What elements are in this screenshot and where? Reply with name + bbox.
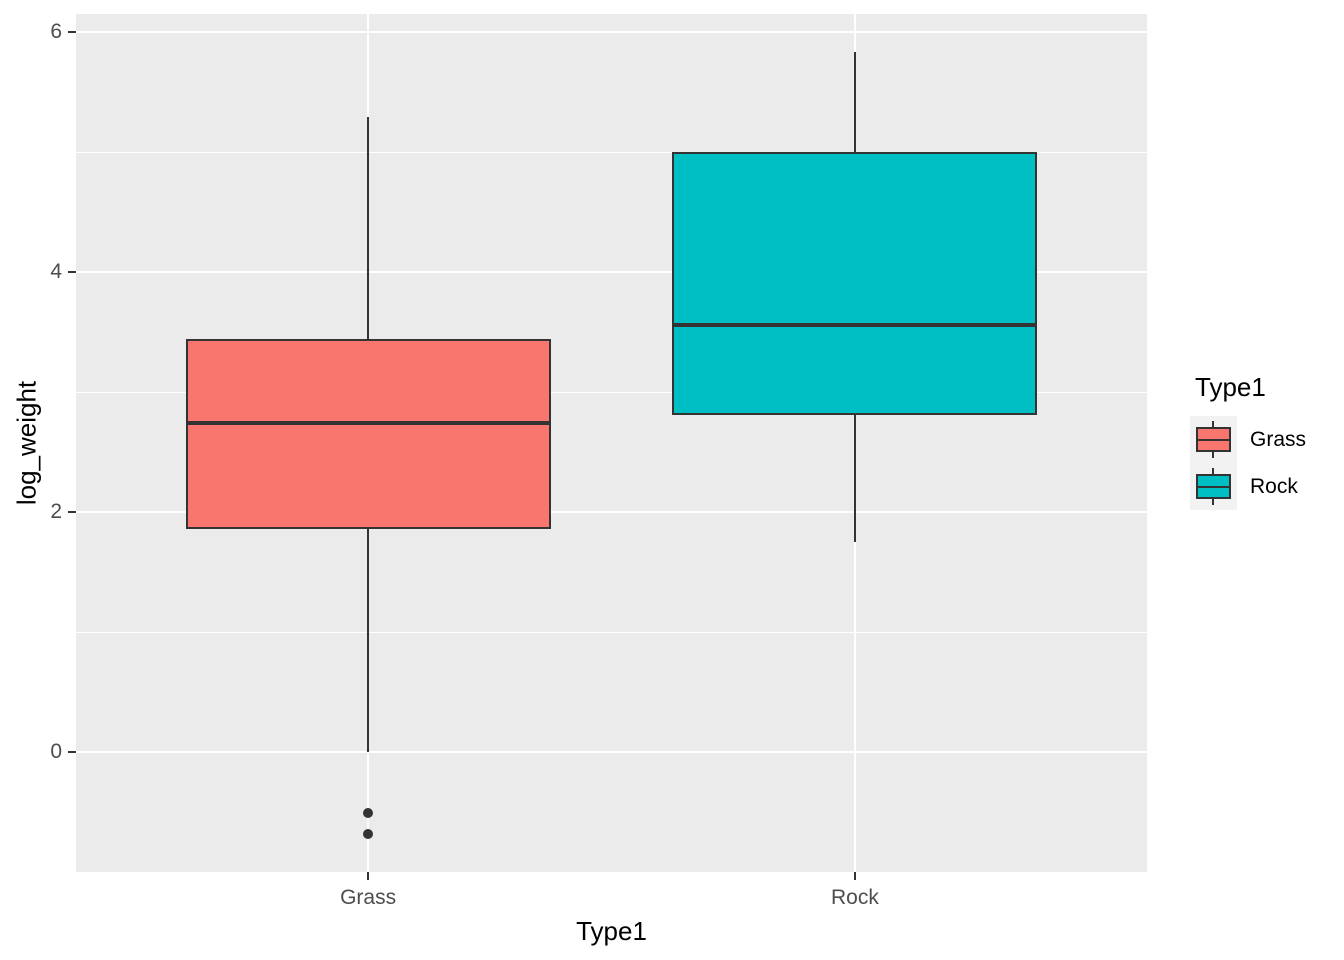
x-tick-mark [853, 872, 856, 880]
y-tick-mark [68, 751, 76, 753]
key-median [1198, 485, 1229, 488]
gridline-minor [76, 631, 1147, 633]
x-tick-label: Rock [830, 886, 879, 909]
legend-item-grass: Grass [1190, 416, 1306, 463]
x-axis-title: Type1 [576, 916, 647, 946]
gridline-minor [76, 151, 1147, 153]
outlier-point-grass [363, 828, 374, 839]
gridline-minor [76, 871, 1147, 873]
legend: Type1 Grass Rock [1190, 372, 1306, 510]
y-tick-label: 4 [50, 260, 62, 283]
whisker-upper-rock [853, 52, 856, 152]
plot-panel [76, 14, 1147, 873]
gridline-major [76, 271, 1147, 273]
y-axis-title: log_weight [11, 380, 42, 506]
y-tick-mark [68, 511, 76, 513]
gridline-minor [76, 391, 1147, 393]
median-line-grass [185, 421, 551, 426]
boxplot-key-icon [1190, 463, 1237, 510]
y-tick-mark [68, 271, 76, 273]
outlier-point-grass [363, 808, 374, 819]
y-tick-label: 2 [50, 500, 62, 523]
boxplot-key-icon [1190, 416, 1237, 463]
gridline-major [76, 31, 1147, 33]
y-tick-label: 6 [50, 20, 62, 43]
gridline-major [76, 511, 1147, 513]
legend-label-rock: Rock [1250, 474, 1298, 498]
whisker-upper-grass [367, 117, 370, 340]
legend-item-rock: Rock [1190, 463, 1306, 510]
y-tick-mark [68, 31, 76, 33]
gridline-major [76, 751, 1147, 753]
box-rock [672, 152, 1038, 415]
whisker-lower-grass [367, 528, 370, 752]
x-tick-label: Grass [340, 886, 397, 909]
key-box [1196, 474, 1231, 499]
whisker-lower-rock [853, 414, 856, 542]
box-grass [185, 339, 551, 529]
x-tick-mark [367, 872, 370, 880]
legend-label-grass: Grass [1250, 427, 1307, 451]
legend-title: Type1 [1195, 372, 1266, 402]
median-line-rock [672, 322, 1038, 327]
key-median [1198, 438, 1229, 441]
key-box [1196, 427, 1231, 452]
y-tick-label: 0 [50, 740, 62, 763]
